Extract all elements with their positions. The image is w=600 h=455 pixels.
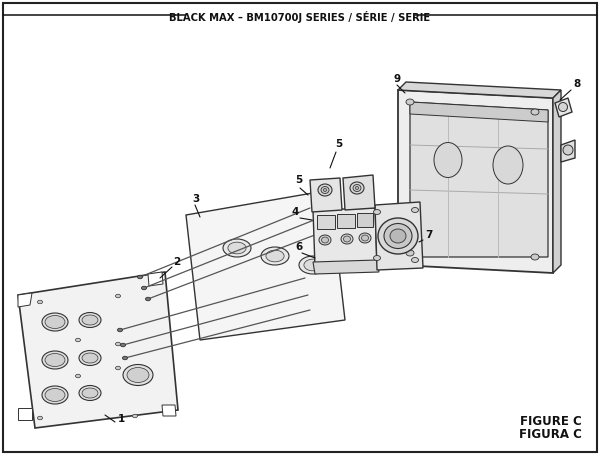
- Ellipse shape: [563, 145, 573, 155]
- Polygon shape: [561, 140, 575, 162]
- Ellipse shape: [82, 388, 98, 398]
- Ellipse shape: [42, 351, 68, 369]
- Text: 1: 1: [118, 414, 125, 424]
- Ellipse shape: [361, 235, 368, 241]
- Ellipse shape: [37, 300, 43, 304]
- Ellipse shape: [318, 184, 332, 196]
- Ellipse shape: [378, 218, 418, 254]
- Ellipse shape: [493, 146, 523, 184]
- Polygon shape: [555, 98, 572, 117]
- Ellipse shape: [321, 187, 329, 193]
- Ellipse shape: [127, 368, 149, 383]
- Ellipse shape: [76, 338, 80, 342]
- Polygon shape: [313, 208, 377, 267]
- Ellipse shape: [45, 354, 65, 366]
- Ellipse shape: [299, 256, 327, 274]
- Ellipse shape: [42, 313, 68, 331]
- Ellipse shape: [531, 109, 539, 115]
- Text: 3: 3: [192, 194, 199, 204]
- Ellipse shape: [37, 416, 43, 420]
- Polygon shape: [343, 175, 375, 210]
- Ellipse shape: [343, 236, 350, 242]
- Ellipse shape: [322, 237, 329, 243]
- Ellipse shape: [355, 187, 359, 189]
- Ellipse shape: [373, 256, 380, 261]
- Ellipse shape: [319, 235, 331, 245]
- Ellipse shape: [45, 389, 65, 401]
- Ellipse shape: [412, 207, 419, 212]
- Ellipse shape: [115, 294, 121, 298]
- Ellipse shape: [359, 233, 371, 243]
- Ellipse shape: [261, 247, 289, 265]
- Ellipse shape: [82, 353, 98, 363]
- Ellipse shape: [115, 366, 121, 370]
- Ellipse shape: [304, 259, 322, 271]
- Ellipse shape: [434, 142, 462, 177]
- Text: FIGURE C: FIGURE C: [520, 415, 582, 428]
- Ellipse shape: [531, 254, 539, 260]
- Text: FIGURA C: FIGURA C: [519, 428, 582, 441]
- Polygon shape: [553, 90, 561, 273]
- Ellipse shape: [79, 385, 101, 400]
- Ellipse shape: [406, 250, 414, 256]
- Polygon shape: [313, 260, 379, 274]
- Text: 7: 7: [425, 230, 433, 240]
- Ellipse shape: [390, 229, 406, 243]
- Bar: [317, 215, 335, 229]
- Polygon shape: [310, 178, 342, 212]
- Ellipse shape: [123, 364, 153, 385]
- Text: 6: 6: [295, 242, 302, 252]
- Ellipse shape: [137, 275, 143, 279]
- Ellipse shape: [341, 234, 353, 244]
- Polygon shape: [18, 293, 32, 307]
- Ellipse shape: [142, 286, 146, 290]
- Text: 8: 8: [573, 79, 580, 89]
- Ellipse shape: [42, 386, 68, 404]
- Ellipse shape: [373, 209, 380, 214]
- Polygon shape: [398, 90, 553, 273]
- Polygon shape: [18, 272, 178, 428]
- Ellipse shape: [45, 315, 65, 329]
- Ellipse shape: [406, 99, 414, 105]
- Polygon shape: [410, 102, 548, 257]
- Polygon shape: [398, 82, 561, 98]
- Ellipse shape: [122, 356, 128, 360]
- Ellipse shape: [412, 258, 419, 263]
- Text: 9: 9: [393, 74, 400, 84]
- Ellipse shape: [79, 313, 101, 328]
- Text: BLACK MAX – BM10700J SERIES / SÉRIE / SERIE: BLACK MAX – BM10700J SERIES / SÉRIE / SE…: [169, 11, 431, 23]
- Polygon shape: [410, 102, 548, 122]
- Ellipse shape: [79, 350, 101, 365]
- Text: 4: 4: [292, 207, 299, 217]
- Ellipse shape: [223, 239, 251, 257]
- Ellipse shape: [115, 342, 121, 346]
- Ellipse shape: [118, 328, 122, 332]
- Polygon shape: [375, 202, 423, 270]
- Polygon shape: [186, 190, 345, 340]
- Ellipse shape: [266, 250, 284, 262]
- Ellipse shape: [559, 102, 568, 111]
- Bar: [337, 214, 355, 228]
- Polygon shape: [162, 405, 176, 416]
- Ellipse shape: [353, 184, 361, 192]
- Ellipse shape: [228, 242, 246, 254]
- Ellipse shape: [384, 223, 412, 248]
- Ellipse shape: [323, 188, 326, 192]
- Ellipse shape: [76, 374, 80, 378]
- Ellipse shape: [350, 182, 364, 194]
- Text: 2: 2: [173, 257, 180, 267]
- Bar: [357, 213, 373, 227]
- Polygon shape: [148, 272, 163, 286]
- Text: 5: 5: [295, 175, 302, 185]
- Ellipse shape: [82, 315, 98, 325]
- Text: 5: 5: [335, 139, 342, 149]
- Ellipse shape: [121, 343, 125, 347]
- Ellipse shape: [133, 414, 137, 418]
- Polygon shape: [18, 408, 32, 420]
- Ellipse shape: [146, 297, 151, 301]
